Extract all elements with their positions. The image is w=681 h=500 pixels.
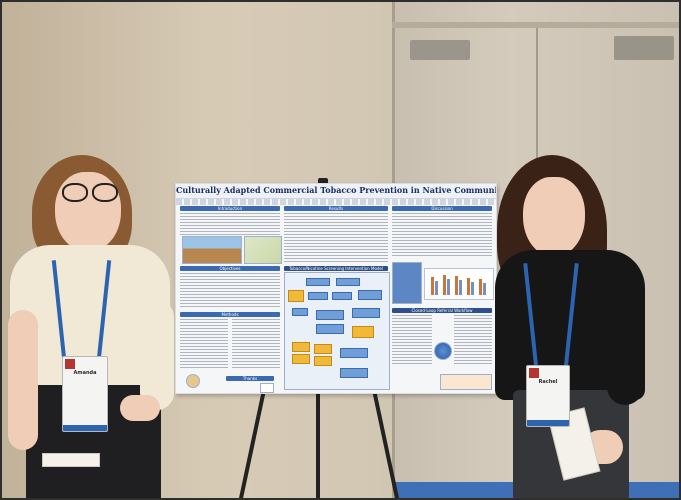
bar [467,278,470,295]
easel-leg [316,390,320,500]
section-model: Tobacco/Nicotine Screening Intervention … [284,266,388,271]
text-block [454,315,492,365]
glasses [62,183,88,202]
bar [471,282,474,295]
text-block [392,315,432,365]
section-workflow: Closed-Loop Referral Workflow [392,308,492,313]
diagram-node [306,278,330,286]
poster-title: Culturally Adapted Commercial Tobacco Pr… [176,185,497,195]
section-thanks: Thanks [226,376,274,381]
section-discussion: Discussion [392,206,492,211]
diagram-node [340,368,368,378]
easel-leg [238,389,266,500]
bar [435,281,438,295]
name-badge: Amanda [62,356,108,432]
diagram-node [352,308,380,318]
bar [447,279,450,295]
workflow-circle [434,342,452,360]
door-closer [614,36,674,60]
bar [459,280,462,295]
sleeve [607,285,643,405]
diagram-node [314,356,332,366]
text-block [284,213,388,263]
info-panel [392,262,422,304]
badge-stripe [527,420,569,426]
glasses [92,183,118,202]
bar [455,276,458,295]
door-frame [392,22,681,28]
face [523,177,585,257]
diagram-node [292,342,310,352]
sleeve [140,300,174,410]
section-results: Results [284,206,388,211]
research-poster: Culturally Adapted Commercial Tobacco Pr… [175,183,497,394]
section-objectives: Objectives [180,266,280,271]
poster-authors [176,199,496,205]
logo-mark [260,383,274,393]
name-badge: Rachel [526,365,570,427]
diagram-node [332,292,352,300]
arm [8,310,38,450]
diagram-node [316,310,344,320]
badge-flag [65,359,75,369]
section-introduction: Introduction [180,206,280,211]
diagram-node [336,278,360,286]
section-methods: Methods [180,312,280,317]
diagram-node [292,354,310,364]
door-closer [410,40,470,60]
bar [483,283,486,295]
badge-name: Rachel [538,379,558,385]
logo-strip [440,374,492,390]
diagram-node [292,308,308,316]
diagram-node [358,290,382,300]
badge-name: Amanda [73,370,97,376]
bar [443,275,446,295]
diagram-node [352,326,374,338]
diagram-node [316,324,344,334]
poster-photo [182,236,242,264]
poster-bar-chart [424,268,494,300]
badge-flag [529,368,539,378]
bar [479,279,482,295]
diagram-node [308,292,328,300]
text-block [392,213,492,257]
diagram-node [314,344,332,354]
bar [431,277,434,295]
person-left: Amanda [0,150,180,500]
diagram-node [340,348,368,358]
held-paper [42,453,100,467]
diagram-node [288,290,304,302]
poster-title-bar [176,184,496,199]
logo-seal [186,374,200,388]
text-block [232,319,280,369]
hand [120,395,160,421]
text-block [180,273,280,309]
text-block [180,213,280,235]
badge-stripe [63,425,107,431]
person-right: Rachel [495,155,645,500]
easel-top [318,178,328,186]
poster-map [244,236,282,264]
text-block [180,319,228,369]
